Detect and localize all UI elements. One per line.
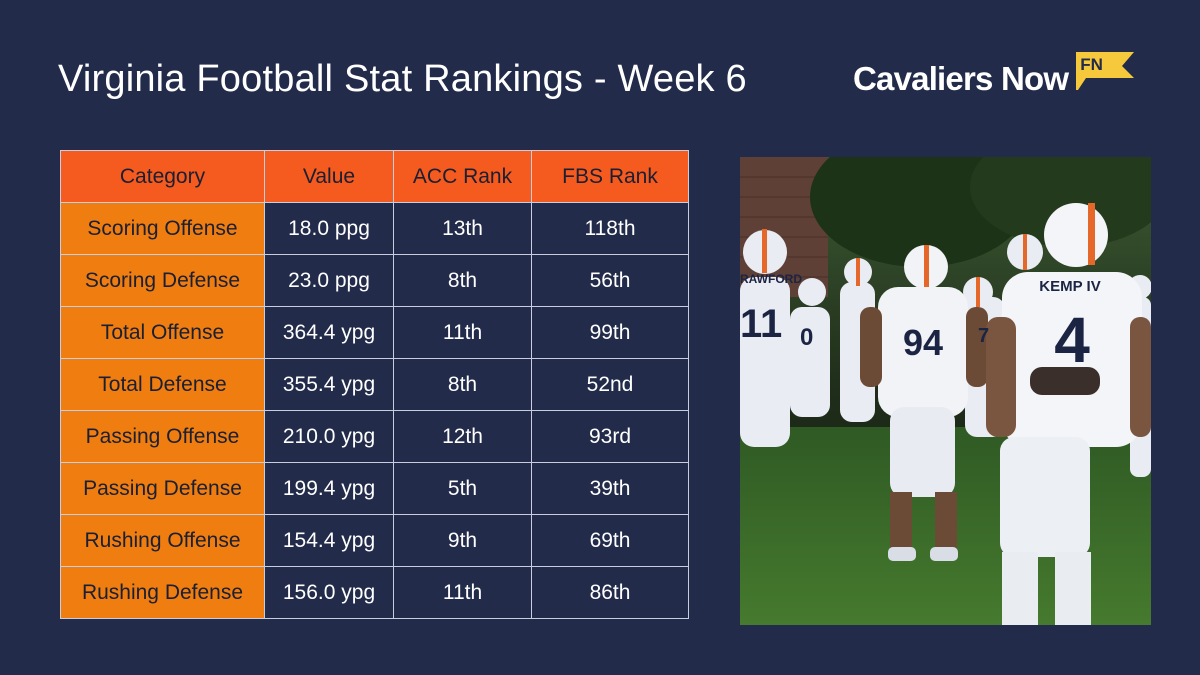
jersey-number-4: 4 [1054,304,1090,376]
page-title: Virginia Football Stat Rankings - Week 6 [58,58,747,100]
acc-rank-cell: 5th [393,462,532,515]
acc-rank-cell: 11th [393,306,532,359]
value-cell: 18.0 ppg [264,202,394,255]
value-cell: 154.4 ypg [264,514,394,567]
fbs-rank-cell: 86th [531,566,689,619]
acc-rank-cell: 11th [393,566,532,619]
category-cell: Scoring Offense [60,202,265,255]
fbs-rank-cell: 69th [531,514,689,567]
table-row: Total Offense 364.4 ypg 11th 99th [60,306,689,359]
category-cell: Scoring Defense [60,254,265,307]
column-header-value: Value [264,150,394,203]
team-photo: 94 KEMP IV 4 RAWFORD 11 0 7 [740,157,1151,625]
table-row: Scoring Offense 18.0 ppg 13th 118th [60,202,689,255]
category-cell: Rushing Offense [60,514,265,567]
brand-logo: Cavaliers Now FN [853,52,1136,98]
category-cell: Passing Offense [60,410,265,463]
name-plate-kemp: KEMP IV [1039,278,1100,295]
table-row: Rushing Defense 156.0 ypg 11th 86th [60,566,689,619]
category-cell: Total Offense [60,306,265,359]
table-row: Rushing Offense 154.4 ypg 9th 69th [60,514,689,567]
fbs-rank-cell: 99th [531,306,689,359]
category-cell: Passing Defense [60,462,265,515]
brand-badge-text: FN [1080,55,1103,74]
jersey-number-11: 11 [740,302,782,346]
jersey-number-94: 94 [903,322,943,363]
jersey-number-7: 7 [978,325,989,347]
team-photo-illustration: 94 KEMP IV 4 RAWFORD 11 0 7 [740,157,1151,625]
fbs-rank-cell: 93rd [531,410,689,463]
acc-rank-cell: 8th [393,254,532,307]
table-row: Passing Offense 210.0 ypg 12th 93rd [60,410,689,463]
fn-badge-icon: FN [1076,52,1136,90]
column-header-category: Category [60,150,265,203]
table-row: Passing Defense 199.4 ypg 5th 39th [60,462,689,515]
fbs-rank-cell: 118th [531,202,689,255]
table-row: Total Defense 355.4 ypg 8th 52nd [60,358,689,411]
jersey-number-0: 0 [800,324,813,351]
brand-name: Cavaliers Now [853,60,1069,97]
value-cell: 199.4 ypg [264,462,394,515]
table-row: Scoring Defense 23.0 ppg 8th 56th [60,254,689,307]
name-plate-rawford: RAWFORD [740,272,802,286]
table-header-row: Category Value ACC Rank FBS Rank [60,150,689,203]
acc-rank-cell: 8th [393,358,532,411]
category-cell: Rushing Defense [60,566,265,619]
value-cell: 23.0 ppg [264,254,394,307]
value-cell: 364.4 ypg [264,306,394,359]
acc-rank-cell: 13th [393,202,532,255]
category-cell: Total Defense [60,358,265,411]
acc-rank-cell: 12th [393,410,532,463]
fbs-rank-cell: 52nd [531,358,689,411]
column-header-fbs-rank: FBS Rank [531,150,689,203]
fbs-rank-cell: 39th [531,462,689,515]
value-cell: 210.0 ypg [264,410,394,463]
value-cell: 156.0 ypg [264,566,394,619]
value-cell: 355.4 ypg [264,358,394,411]
acc-rank-cell: 9th [393,514,532,567]
stats-table: Category Value ACC Rank FBS Rank Scoring… [60,150,689,619]
fbs-rank-cell: 56th [531,254,689,307]
column-header-acc-rank: ACC Rank [393,150,532,203]
